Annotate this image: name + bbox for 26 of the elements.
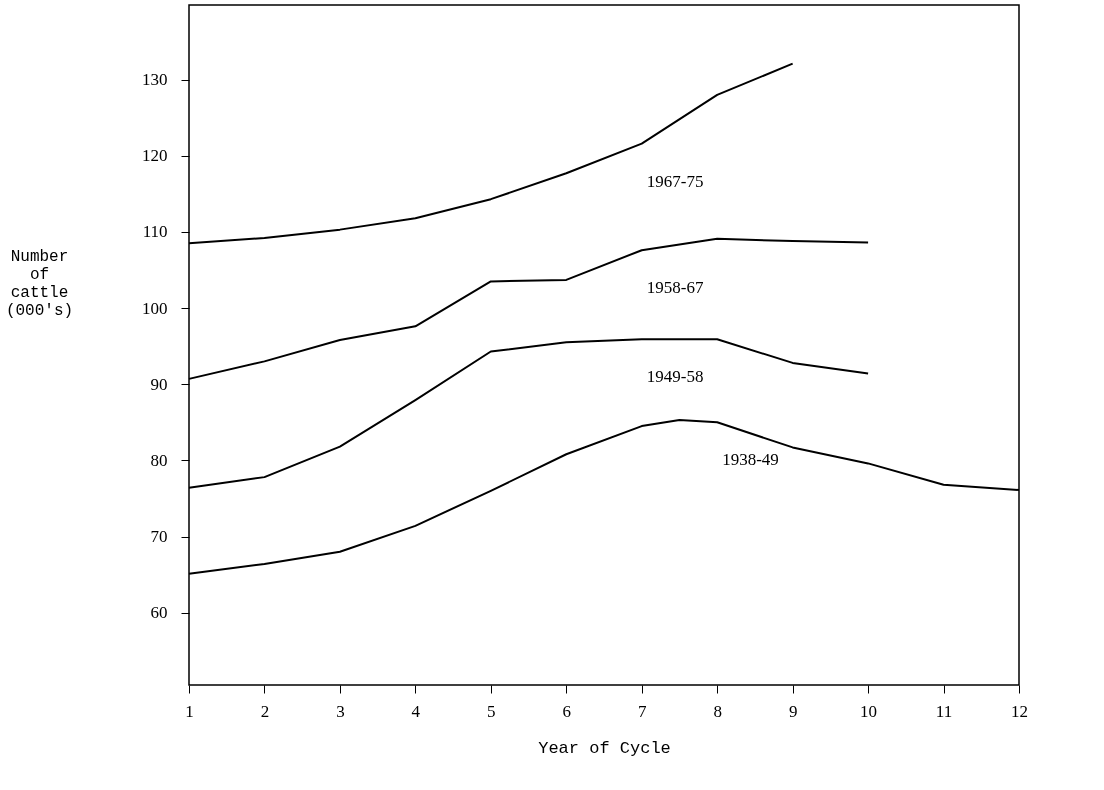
- series-label: 1958-67: [646, 278, 704, 298]
- y-tick-label: 120: [142, 146, 168, 166]
- series-label: 1949-58: [646, 367, 704, 387]
- x-tick-label: 3: [336, 701, 345, 721]
- y-tick-label: 60: [150, 603, 168, 623]
- series-label: 1967-75: [646, 171, 704, 191]
- x-tick-label: 7: [637, 701, 647, 721]
- x-tick-label: 2: [260, 701, 270, 721]
- y-tick-label: 80: [150, 450, 168, 470]
- y-axis-title: Number of cattle (000's): [5, 247, 74, 320]
- y-tick-label: 70: [150, 527, 168, 547]
- x-tick-label: 9: [788, 701, 798, 721]
- x-tick-label: 8: [713, 701, 722, 721]
- y-tick-label: 110: [142, 222, 168, 242]
- x-axis-title: Year of Cycle: [538, 738, 671, 758]
- y-tick-label: 90: [150, 374, 168, 394]
- y-tick-label: 130: [142, 70, 168, 90]
- x-tick-label: 10: [860, 701, 878, 721]
- x-tick-label: 1: [185, 701, 194, 721]
- x-tick-label: 11: [935, 701, 953, 721]
- series-label: 1938-49: [722, 450, 779, 470]
- y-tick-label: 100: [142, 298, 168, 318]
- x-tick-label: 12: [1011, 701, 1028, 721]
- x-tick-label: 4: [411, 701, 421, 721]
- x-tick-label: 6: [562, 701, 572, 721]
- x-tick-label: 5: [487, 701, 496, 721]
